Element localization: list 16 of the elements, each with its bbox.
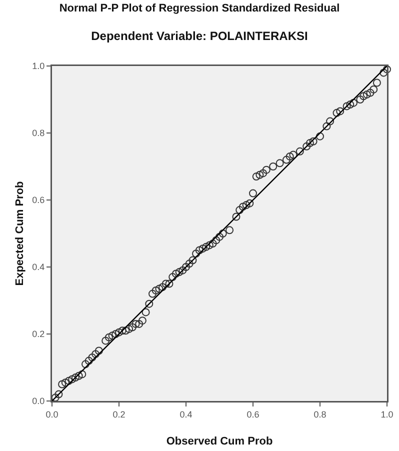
y-tick-label: 0.4 <box>32 262 45 272</box>
y-tick-label: 1.0 <box>32 61 45 72</box>
x-tick-label: 1.0 <box>380 409 394 420</box>
x-tick-label: 0.0 <box>46 409 58 420</box>
x-axis-title: Observed Cum Prob <box>166 436 273 448</box>
chart-title: Normal P-P Plot of Regression Standardized Residual <box>59 2 340 14</box>
y-tick-label: 0.2 <box>32 329 45 340</box>
x-tick-label: 0.8 <box>314 409 326 420</box>
x-tick-label: 0.2 <box>112 409 126 420</box>
y-axis-title: Expected Cum Prob <box>14 180 26 286</box>
chart-subtitle: Dependent Variable: POLAINTERAKSI <box>91 28 308 43</box>
y-tick-label: 0.6 <box>32 195 45 206</box>
x-tick-label: 0.6 <box>246 409 260 420</box>
y-tick-label: 0.0 <box>32 396 45 406</box>
x-tick-label: 0.4 <box>180 409 192 420</box>
y-tick-label: 0.8 <box>32 128 45 138</box>
